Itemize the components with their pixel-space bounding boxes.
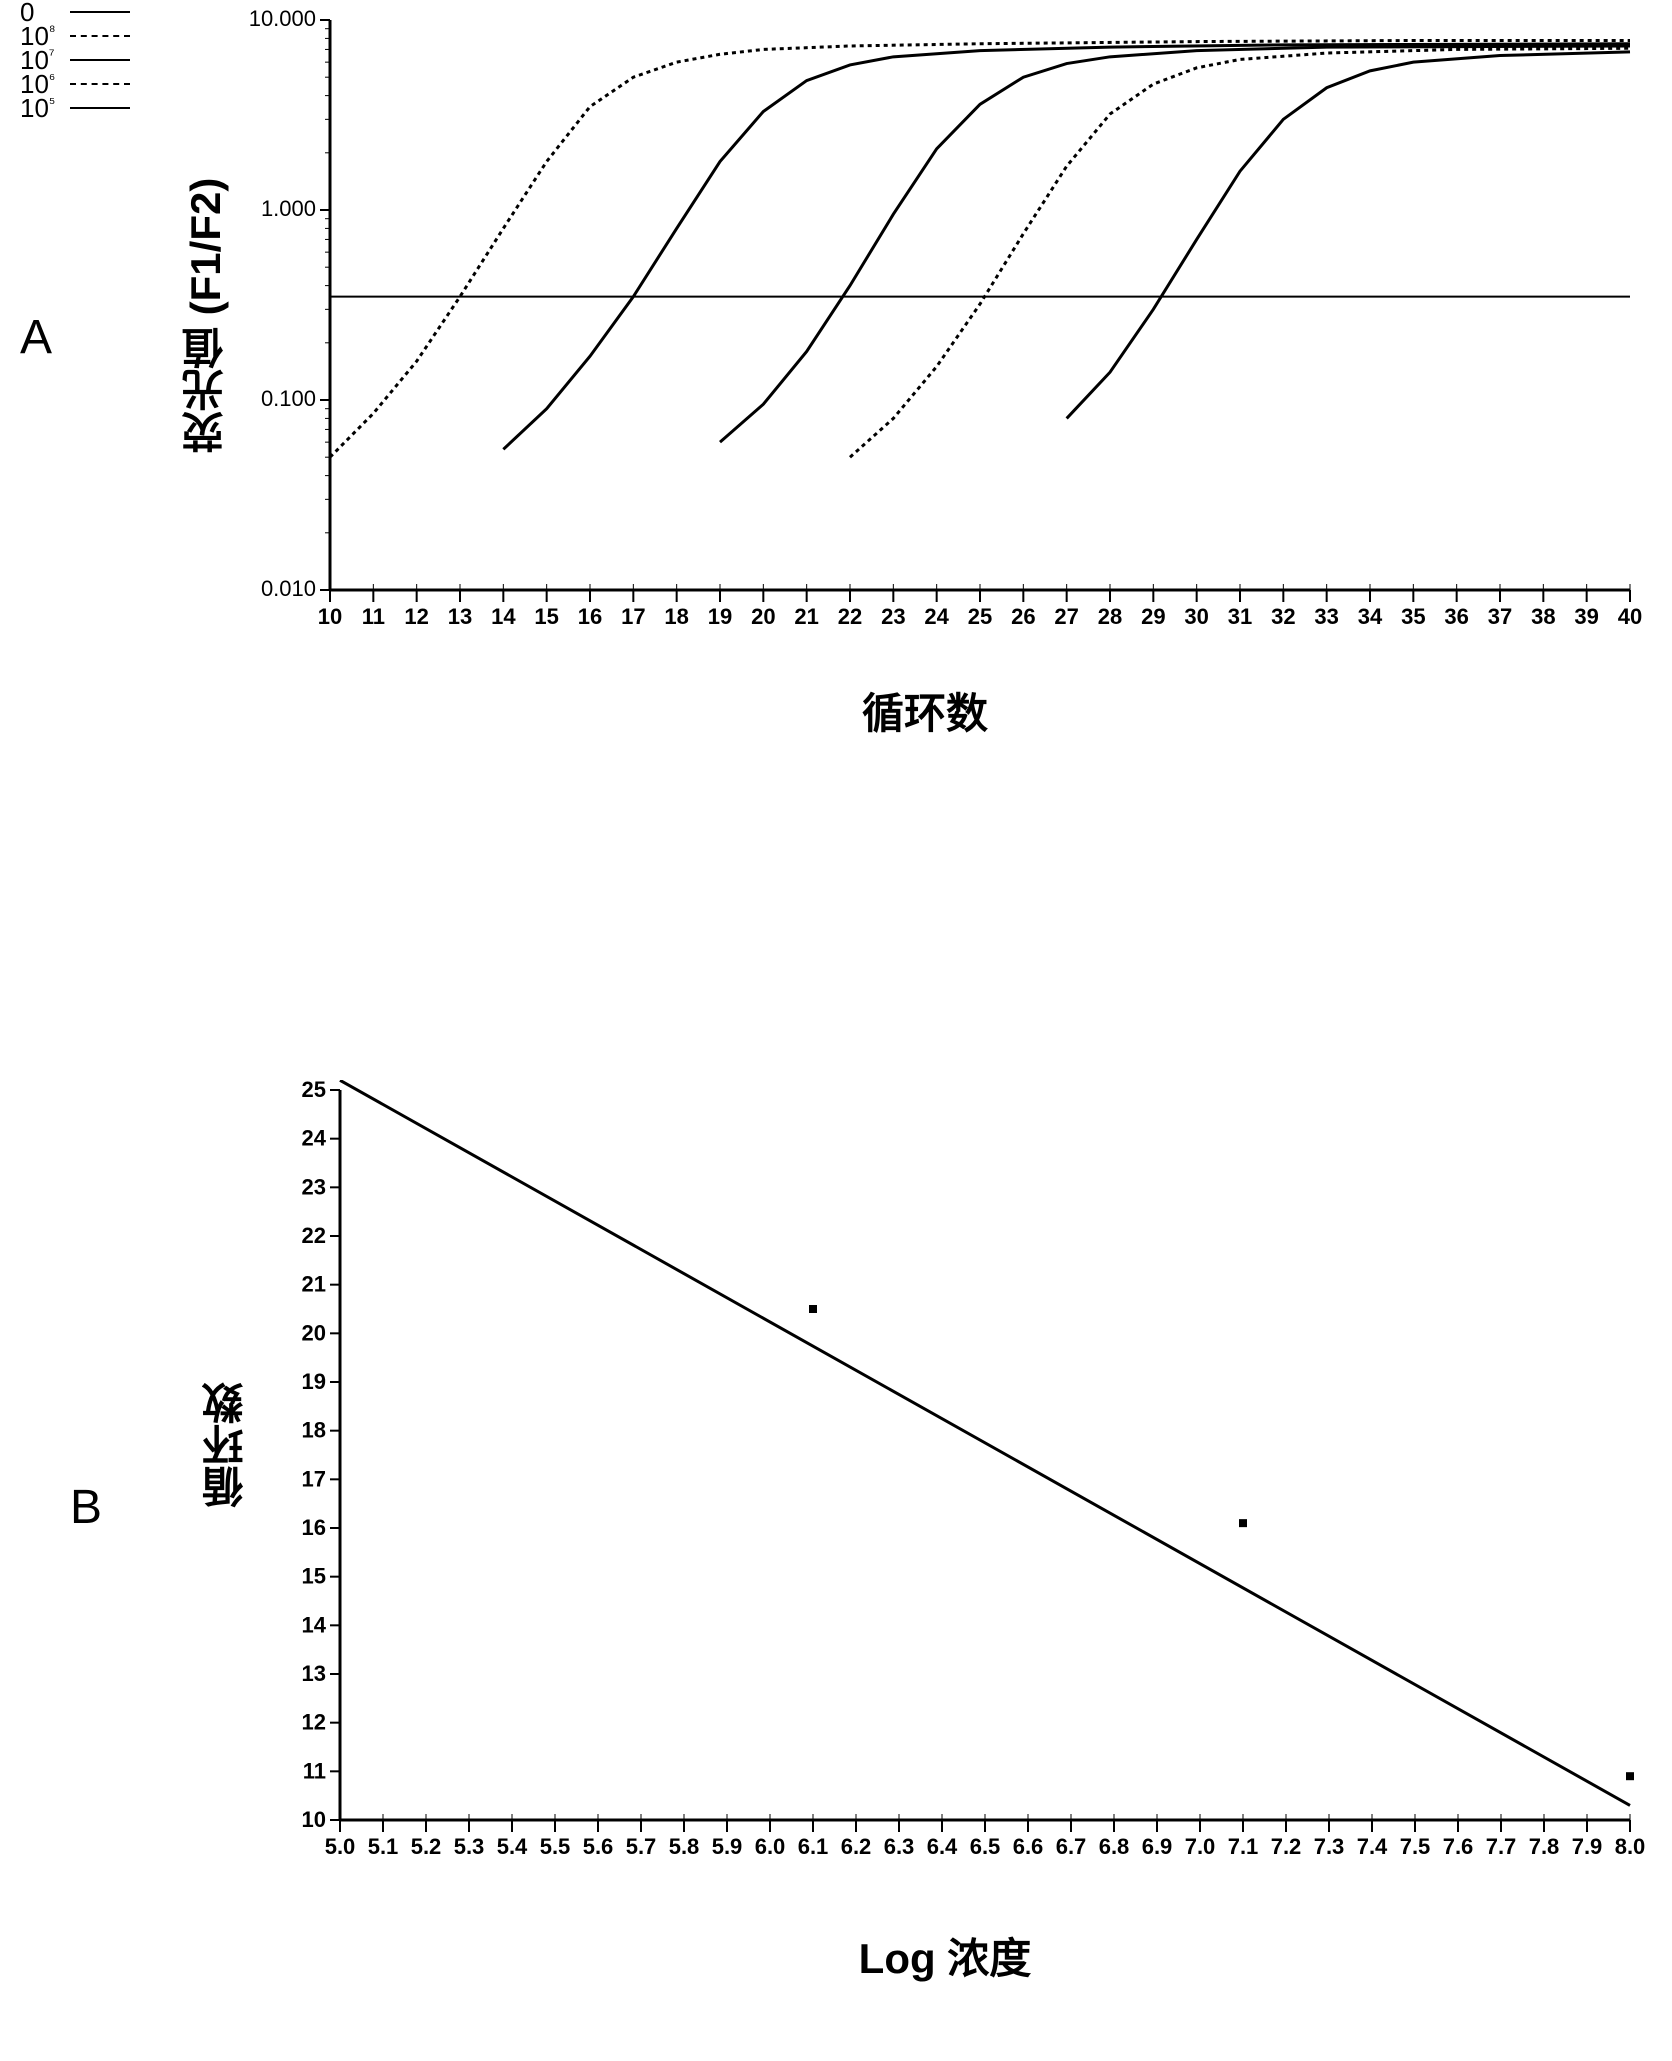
svg-text:26: 26	[1011, 604, 1035, 629]
svg-text:14: 14	[302, 1612, 327, 1637]
svg-text:6.1: 6.1	[798, 1834, 829, 1859]
panel-a-label: A	[20, 310, 52, 365]
svg-text:8.0: 8.0	[1615, 1834, 1646, 1859]
svg-text:18: 18	[664, 604, 688, 629]
svg-text:0.010: 0.010	[261, 576, 316, 601]
svg-text:28: 28	[1098, 604, 1122, 629]
svg-text:6.6: 6.6	[1013, 1834, 1044, 1859]
svg-text:14: 14	[491, 604, 516, 629]
svg-text:20: 20	[751, 604, 775, 629]
svg-text:5.5: 5.5	[540, 1834, 571, 1859]
svg-text:23: 23	[881, 604, 905, 629]
panel-a-legend: 010⁸10⁷10⁶10⁵	[20, 0, 130, 120]
svg-text:12: 12	[302, 1710, 326, 1735]
svg-text:6.4: 6.4	[927, 1834, 958, 1859]
svg-text:6.2: 6.2	[841, 1834, 872, 1859]
svg-text:17: 17	[302, 1466, 326, 1491]
svg-text:0.100: 0.100	[261, 386, 316, 411]
svg-text:6.0: 6.0	[755, 1834, 786, 1859]
svg-text:5.7: 5.7	[626, 1834, 657, 1859]
svg-text:5.4: 5.4	[497, 1834, 528, 1859]
svg-text:31: 31	[1228, 604, 1252, 629]
svg-text:7.7: 7.7	[1486, 1834, 1517, 1859]
svg-text:11: 11	[362, 604, 385, 629]
svg-text:10: 10	[318, 604, 342, 629]
svg-text:5.0: 5.0	[325, 1834, 356, 1859]
svg-text:11: 11	[303, 1758, 326, 1783]
svg-text:17: 17	[621, 604, 645, 629]
svg-text:7.9: 7.9	[1572, 1834, 1603, 1859]
svg-text:13: 13	[448, 604, 472, 629]
svg-text:15: 15	[302, 1564, 326, 1589]
svg-text:20: 20	[302, 1320, 326, 1345]
svg-text:7.5: 7.5	[1400, 1834, 1431, 1859]
panel-a-chart: 0.010 0.100 1.000 10.000 10 11 12 13 14 15 16 17 18 1…	[250, 10, 1650, 660]
svg-text:21: 21	[302, 1272, 326, 1297]
svg-text:5.1: 5.1	[368, 1834, 399, 1859]
page: 010⁸10⁷10⁶10⁵ A 荧光值 (F1/F2) 0.010 0.100 1.…	[0, 0, 1672, 2061]
svg-text:16: 16	[578, 604, 602, 629]
svg-text:19: 19	[302, 1369, 326, 1394]
svg-text:35: 35	[1401, 604, 1425, 629]
svg-text:36: 36	[1444, 604, 1468, 629]
svg-text:1.000: 1.000	[261, 196, 316, 221]
svg-text:10.000: 10.000	[250, 10, 316, 31]
svg-text:5.8: 5.8	[669, 1834, 700, 1859]
svg-text:10: 10	[302, 1807, 326, 1832]
panel-b-xlabel: Log 浓度	[270, 1925, 1620, 1986]
svg-text:16: 16	[302, 1515, 326, 1540]
svg-text:13: 13	[302, 1661, 326, 1686]
svg-text:5.6: 5.6	[583, 1834, 614, 1859]
svg-text:21: 21	[794, 604, 818, 629]
svg-text:5.9: 5.9	[712, 1834, 743, 1859]
svg-text:33: 33	[1314, 604, 1338, 629]
svg-text:6.8: 6.8	[1099, 1834, 1130, 1859]
svg-text:25: 25	[302, 1080, 326, 1102]
svg-text:22: 22	[302, 1223, 326, 1248]
svg-text:7.2: 7.2	[1271, 1834, 1302, 1859]
panel-a-ylabel: 荧光值 (F1/F2)	[175, 130, 236, 500]
panel-b-chart: 10 11 12 13 14 15 16 17 18 19 20 21 22 23 24 25 5.0 5.1 5.…	[270, 1080, 1650, 1900]
svg-text:37: 37	[1488, 604, 1512, 629]
svg-text:7.3: 7.3	[1314, 1834, 1345, 1859]
svg-text:29: 29	[1141, 604, 1165, 629]
svg-text:32: 32	[1271, 604, 1295, 629]
svg-text:39: 39	[1574, 604, 1598, 629]
svg-text:7.1: 7.1	[1228, 1834, 1259, 1859]
svg-text:24: 24	[302, 1126, 327, 1151]
svg-text:40: 40	[1618, 604, 1642, 629]
svg-text:6.7: 6.7	[1056, 1834, 1087, 1859]
svg-text:6.3: 6.3	[884, 1834, 915, 1859]
svg-text:19: 19	[708, 604, 732, 629]
svg-text:5.3: 5.3	[454, 1834, 485, 1859]
svg-text:30: 30	[1184, 604, 1208, 629]
svg-text:38: 38	[1531, 604, 1555, 629]
panel-b-label: B	[70, 1480, 102, 1535]
svg-text:18: 18	[302, 1418, 326, 1443]
svg-text:7.0: 7.0	[1185, 1834, 1216, 1859]
svg-text:7.8: 7.8	[1529, 1834, 1560, 1859]
svg-text:7.6: 7.6	[1443, 1834, 1474, 1859]
svg-text:6.9: 6.9	[1142, 1834, 1173, 1859]
svg-text:5.2: 5.2	[411, 1834, 442, 1859]
svg-text:34: 34	[1358, 604, 1383, 629]
svg-text:27: 27	[1054, 604, 1078, 629]
svg-text:24: 24	[924, 604, 949, 629]
svg-text:25: 25	[968, 604, 992, 629]
svg-text:22: 22	[838, 604, 862, 629]
panel-b-ylabel: 循环数	[195, 1280, 256, 1610]
svg-text:6.5: 6.5	[970, 1834, 1001, 1859]
svg-text:12: 12	[404, 604, 428, 629]
svg-text:7.4: 7.4	[1357, 1834, 1388, 1859]
panel-a-xlabel: 循环数	[250, 680, 1600, 741]
svg-text:15: 15	[534, 604, 558, 629]
svg-text:23: 23	[302, 1174, 326, 1199]
